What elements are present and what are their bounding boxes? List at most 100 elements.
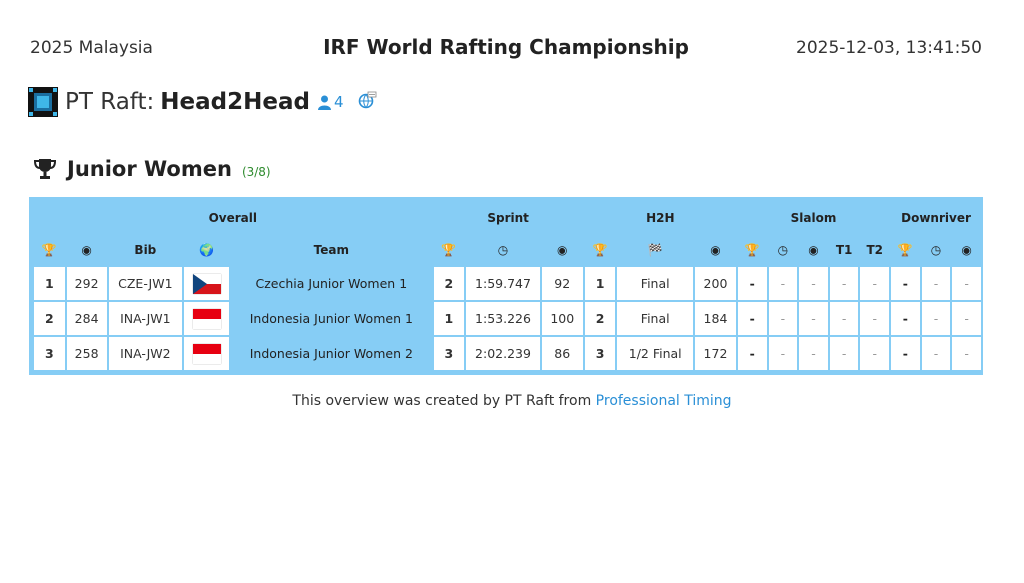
slalom-time: - <box>768 337 798 370</box>
team-name: Indonesia Junior Women 2 <box>231 337 432 370</box>
col-h2h-rank: 🏆 <box>584 235 616 265</box>
col-sprint-points: ◉ <box>541 235 583 265</box>
col-sprint-time: ◷ <box>466 235 540 265</box>
page-header: 2025 Malaysia IRF World Rafting Champion… <box>30 34 982 62</box>
overall-rank: 1 <box>34 267 65 300</box>
bib: CZE-JW1 <box>108 267 183 300</box>
h2h-rank: 1 <box>584 267 616 300</box>
downriver-points: - <box>952 267 981 300</box>
group-downriver: Downriver <box>891 203 981 233</box>
clock-icon: ◷ <box>777 243 789 258</box>
footer-text: This overview was created by PT Raft fro… <box>292 393 592 409</box>
col-downriver-rank: 🏆 <box>891 235 920 265</box>
trophy-icon: 🏆 <box>441 243 457 258</box>
trophy-icon: 🏆 <box>41 243 57 258</box>
slalom-t1: - <box>829 267 859 300</box>
app-mode: Head2Head <box>160 89 310 115</box>
col-sprint-rank: 🏆 <box>433 235 465 265</box>
slalom-time: - <box>768 302 798 335</box>
sprint-rank: 2 <box>433 267 465 300</box>
raft-logo-icon <box>28 87 58 117</box>
col-nation: 🌍 <box>184 235 230 265</box>
sprint-rank: 3 <box>433 337 465 370</box>
group-overall: Overall <box>34 203 432 233</box>
results-table: Overall Sprint H2H Slalom Downriver 🏆 ◉ … <box>32 201 983 372</box>
category-title: Junior Women <box>67 157 232 181</box>
col-downriver-points: ◉ <box>952 235 981 265</box>
sprint-time: 2:02.239 <box>466 337 540 370</box>
overall-rank: 2 <box>34 302 65 335</box>
user-icon <box>317 95 331 110</box>
globe-refresh-icon[interactable] <box>357 91 377 113</box>
sprint-rank: 1 <box>433 302 465 335</box>
table-row[interactable]: 2 284 INA-JW1 Indonesia Junior Women 1 1… <box>34 302 981 335</box>
col-slalom-points: ◉ <box>799 235 828 265</box>
slalom-t2: - <box>860 337 890 370</box>
downriver-rank: - <box>891 302 920 335</box>
group-sprint: Sprint <box>433 203 583 233</box>
nation <box>184 302 230 335</box>
slalom-t2: - <box>860 302 890 335</box>
clock-icon: ◷ <box>497 243 509 258</box>
slalom-t2: - <box>860 267 890 300</box>
target-icon: ◉ <box>961 243 972 258</box>
h2h-points: 200 <box>695 267 736 300</box>
h2h-stage: Final <box>617 302 694 335</box>
table-row[interactable]: 1 292 CZE-JW1 Czechia Junior Women 1 2 1… <box>34 267 981 300</box>
category-count: (3/8) <box>241 165 271 179</box>
target-icon: ◉ <box>808 243 819 258</box>
downriver-rank: - <box>891 267 920 300</box>
footer: This overview was created by PT Raft fro… <box>0 393 1024 409</box>
slalom-points: - <box>799 302 828 335</box>
col-bib: Bib <box>108 235 183 265</box>
h2h-rank: 3 <box>584 337 616 370</box>
overall-rank: 3 <box>34 337 65 370</box>
table-row[interactable]: 3 258 INA-JW2 Indonesia Junior Women 2 3… <box>34 337 981 370</box>
user-count-value: 4 <box>333 93 344 111</box>
downriver-time: - <box>921 302 951 335</box>
trophy-icon: 🏆 <box>897 243 913 258</box>
col-h2h-stage: 🏁 <box>617 235 694 265</box>
czechia-flag-icon <box>192 273 221 294</box>
col-downriver-time: ◷ <box>921 235 951 265</box>
user-count[interactable]: 4 <box>317 93 344 111</box>
slalom-points: - <box>799 267 828 300</box>
downriver-time: - <box>921 337 951 370</box>
overall-points: 258 <box>66 337 107 370</box>
slalom-t1: - <box>829 337 859 370</box>
results-table-container: Overall Sprint H2H Slalom Downriver 🏆 ◉ … <box>29 197 983 375</box>
downriver-points: - <box>952 302 981 335</box>
bib: INA-JW1 <box>108 302 183 335</box>
sprint-time: 1:53.226 <box>466 302 540 335</box>
col-slalom-rank: 🏆 <box>737 235 767 265</box>
event-title: IRF World Rafting Championship <box>323 35 689 59</box>
professional-timing-link[interactable]: Professional Timing <box>595 393 732 409</box>
downriver-rank: - <box>891 337 920 370</box>
target-icon: ◉ <box>557 243 568 258</box>
downriver-time: - <box>921 267 951 300</box>
col-overall-rank: 🏆 <box>34 235 65 265</box>
team-name: Indonesia Junior Women 1 <box>231 302 432 335</box>
sprint-time: 1:59.747 <box>466 267 540 300</box>
target-icon: ◉ <box>81 243 92 258</box>
h2h-stage: 1/2 Final <box>617 337 694 370</box>
bib: INA-JW2 <box>108 337 183 370</box>
col-team: Team <box>231 235 432 265</box>
trophy-icon <box>33 159 57 179</box>
col-slalom-t1: T1 <box>829 235 859 265</box>
overall-points: 292 <box>66 267 107 300</box>
nation <box>184 267 230 300</box>
checkered-flag-icon: 🏁 <box>647 243 663 258</box>
nation <box>184 337 230 370</box>
overall-points: 284 <box>66 302 107 335</box>
h2h-rank: 2 <box>584 302 616 335</box>
team-name: Czechia Junior Women 1 <box>231 267 432 300</box>
h2h-points: 172 <box>695 337 736 370</box>
column-header-row: 🏆 ◉ Bib 🌍 Team 🏆 ◷ ◉ 🏆 🏁 ◉ 🏆 ◷ ◉ T1 T2 🏆… <box>34 235 981 265</box>
h2h-points: 184 <box>695 302 736 335</box>
slalom-t1: - <box>829 302 859 335</box>
sprint-points: 86 <box>541 337 583 370</box>
h2h-stage: Final <box>617 267 694 300</box>
indonesia-flag-icon <box>192 343 221 364</box>
target-icon: ◉ <box>710 243 721 258</box>
